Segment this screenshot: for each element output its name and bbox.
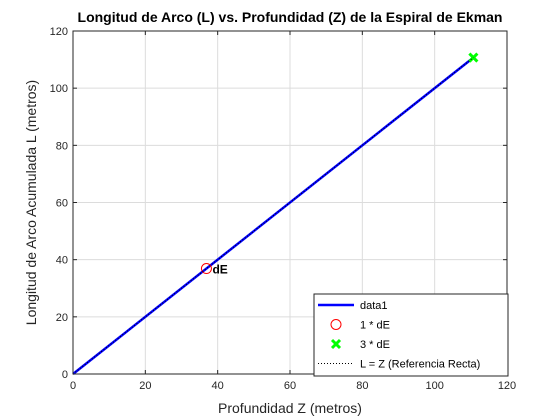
y-tick-label: 20 xyxy=(56,312,68,324)
x-tick-label: 40 xyxy=(212,380,224,392)
legend-swatch-circle xyxy=(330,319,342,330)
x-axis-label: Profundidad Z (metros) xyxy=(218,400,362,416)
x-tick-label: 0 xyxy=(70,380,76,392)
chart-title: Longitud de Arco (L) vs. Profundidad (Z)… xyxy=(78,9,503,25)
legend-swatch-x xyxy=(330,338,342,350)
legend-label: L = Z (Referencia Recta) xyxy=(360,359,480,371)
legend-entry: 3 * dE xyxy=(330,338,390,351)
annotation-label: dE xyxy=(212,263,227,277)
legend-swatch-x-stroke-b xyxy=(330,338,342,350)
y-axis-label: Longitud de Arco Acumulada L (metros) xyxy=(23,80,39,325)
series-marker-circle-1 xyxy=(200,263,212,275)
y-tick-label: 40 xyxy=(56,255,68,267)
legend-entry: 1 * dE xyxy=(330,319,390,332)
y-tick-label: 0 xyxy=(62,369,68,381)
legend-label: 1 * dE xyxy=(360,320,390,332)
x-tick-label: 120 xyxy=(498,380,516,392)
legend-label: 3 * dE xyxy=(360,339,390,351)
y-tick-label: 100 xyxy=(50,83,68,95)
y-tick-label: 60 xyxy=(56,198,68,210)
x-tick-label: 80 xyxy=(356,380,368,392)
y-tick-label: 80 xyxy=(56,140,68,152)
y-tick-label: 120 xyxy=(50,26,68,38)
x-tick-label: 100 xyxy=(425,380,443,392)
legend-entry: data1 xyxy=(318,300,388,312)
x-tick-label: 20 xyxy=(139,380,151,392)
legend-box xyxy=(313,293,509,377)
x-tick-label: 60 xyxy=(284,380,296,392)
legend-label: data1 xyxy=(360,300,388,312)
series-layer: dE xyxy=(72,52,479,375)
series-line-3 xyxy=(72,57,474,375)
legend: data1 1 * dE 3 * dE L = Z (Referencia Recta… xyxy=(313,293,509,377)
legend-entry: L = Z (Referencia Recta) xyxy=(318,359,480,371)
ticks: 0 20 40 60 80 100 120 0 20 40 60 80 100 120 xyxy=(50,26,517,392)
